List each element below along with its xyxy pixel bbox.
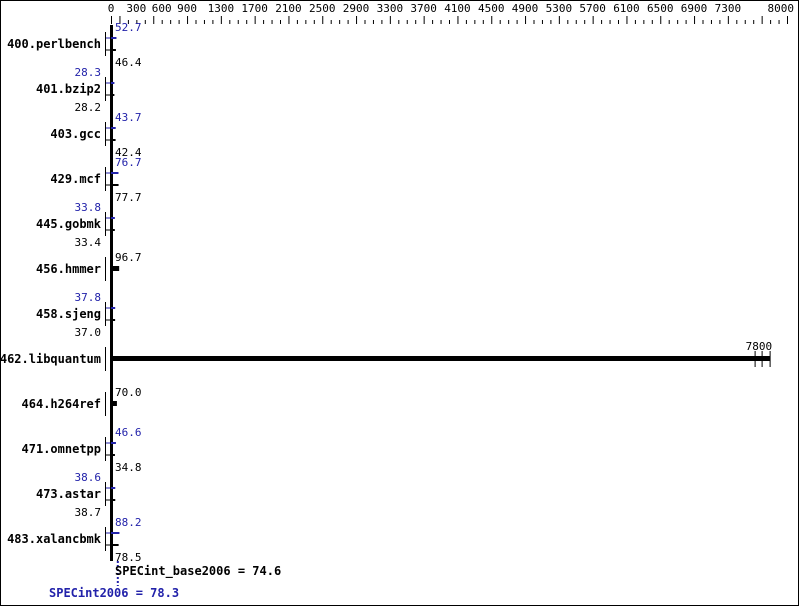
peak-value-label: 33.8 xyxy=(75,201,102,214)
x-tick-label: 0 xyxy=(108,2,115,15)
benchmark-label: 458.sjeng xyxy=(36,307,101,321)
benchmark-label: 464.h264ref xyxy=(22,397,101,411)
benchmark-label: 456.hmmer xyxy=(36,262,101,276)
x-tick-label: 4100 xyxy=(444,2,471,15)
benchmark-label: 429.mcf xyxy=(50,172,101,186)
x-tick-label: 1300 xyxy=(208,2,235,15)
base-value-label: 38.7 xyxy=(75,506,102,519)
peak-value-label: 43.7 xyxy=(115,111,142,124)
base-value-label: 77.7 xyxy=(115,191,142,204)
base-value-label: 37.0 xyxy=(75,326,102,339)
x-tick-label: 6500 xyxy=(647,2,674,15)
base-bar xyxy=(111,356,771,361)
x-tick-label: 600 xyxy=(152,2,172,15)
benchmark-label: 462.libquantum xyxy=(1,352,101,366)
peak-value-label: 88.2 xyxy=(115,516,142,529)
base-value-label: 46.4 xyxy=(115,56,142,69)
peak-summary-label: SPECint2006 = 78.3 xyxy=(49,586,179,600)
x-tick-label: 1700 xyxy=(241,2,268,15)
x-tick-label: 4500 xyxy=(478,2,505,15)
base-value-label: 7800 xyxy=(746,340,773,353)
benchmark-label: 471.omnetpp xyxy=(22,442,101,456)
peak-value-label: 28.3 xyxy=(75,66,102,79)
x-tick-label: 4900 xyxy=(512,2,539,15)
x-tick-label: 2500 xyxy=(309,2,336,15)
peak-value-label: 37.8 xyxy=(75,291,102,304)
peak-value-label: 52.7 xyxy=(115,21,142,34)
x-tick-label: 8000 xyxy=(768,2,795,15)
benchmark-label: 445.gobmk xyxy=(36,217,102,231)
x-tick-label: 7300 xyxy=(715,2,742,15)
benchmark-label: 473.astar xyxy=(36,487,101,501)
base-value-label: 33.4 xyxy=(75,236,102,249)
benchmark-label: 403.gcc xyxy=(50,127,101,141)
base-bar xyxy=(111,266,120,271)
peak-value-label: 76.7 xyxy=(115,156,142,169)
base-value-label: 70.0 xyxy=(115,386,142,399)
x-tick-label: 5300 xyxy=(546,2,573,15)
x-tick-label: 5700 xyxy=(579,2,606,15)
base-value-label: 28.2 xyxy=(75,101,102,114)
benchmark-label: 400.perlbench xyxy=(7,37,101,51)
base-value-label: 78.5 xyxy=(115,551,142,564)
x-tick-label: 3700 xyxy=(410,2,437,15)
x-tick-label: 6900 xyxy=(681,2,708,15)
base-value-label: 96.7 xyxy=(115,251,142,264)
x-tick-label: 2100 xyxy=(275,2,302,15)
benchmark-label: 483.xalancbmk xyxy=(7,532,102,546)
base-value-label: 34.8 xyxy=(115,461,142,474)
x-tick-label: 6100 xyxy=(613,2,640,15)
base-value-label: 42.4 xyxy=(115,146,142,159)
peak-value-label: 38.6 xyxy=(75,471,102,484)
peak-value-label: 46.6 xyxy=(115,426,142,439)
base-bar xyxy=(111,401,117,406)
x-tick-label: 2900 xyxy=(343,2,370,15)
x-tick-label: 900 xyxy=(177,2,197,15)
benchmark-label: 401.bzip2 xyxy=(36,82,101,96)
x-tick-label: 3300 xyxy=(377,2,404,15)
base-summary-label: SPECint_base2006 = 74.6 xyxy=(115,564,281,579)
x-tick-label: 300 xyxy=(126,2,146,15)
